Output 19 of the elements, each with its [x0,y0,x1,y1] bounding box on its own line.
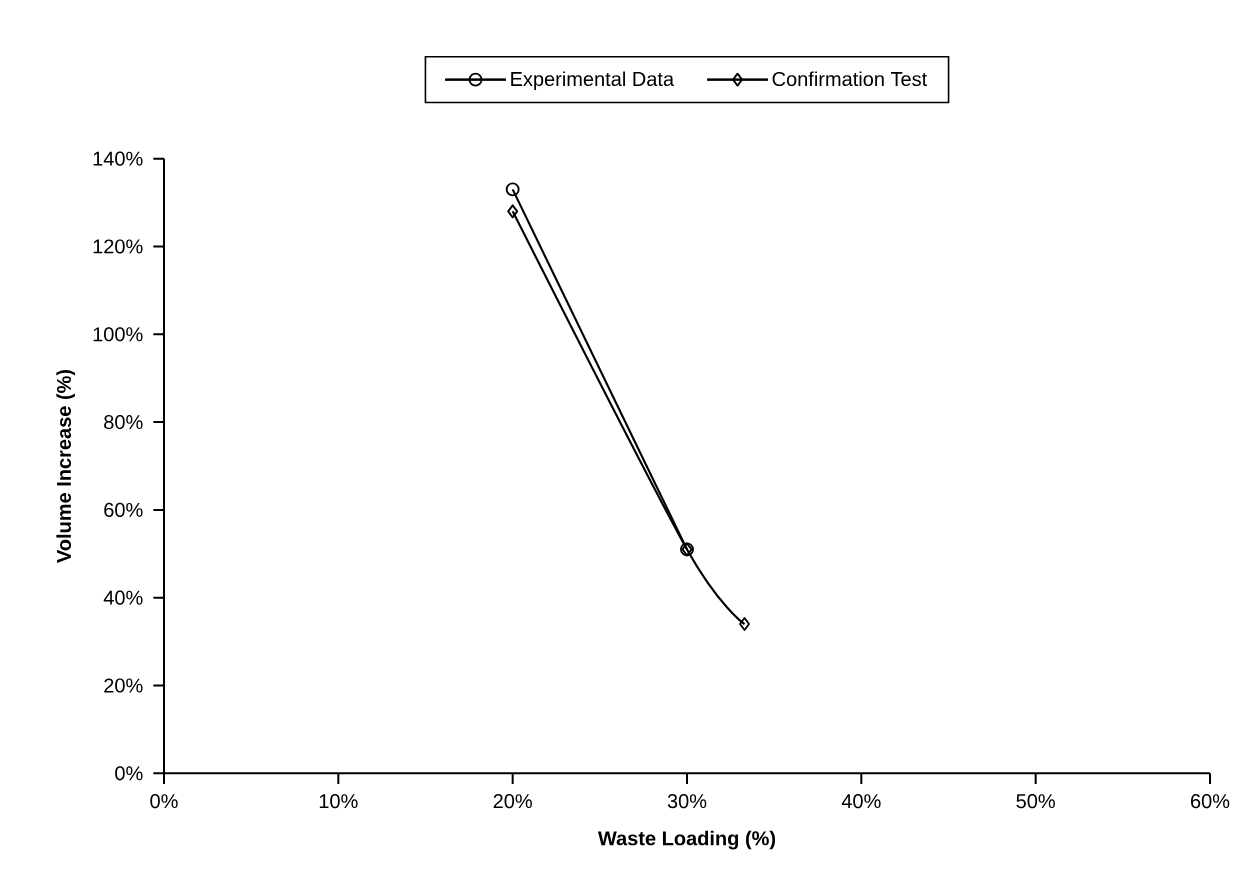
x-axis-title: Waste Loading (%) [597,830,776,850]
x-tick-label: 10% [319,794,358,809]
legend-label: Confirmation Test [772,71,928,87]
y-tick-label: 140% [93,151,143,166]
x-tick-label: 20% [493,794,532,809]
y-tick-label: 120% [93,239,143,254]
x-tick-label: 0% [150,794,178,809]
x-tick-label: 40% [841,794,881,809]
y-tick-label: 80% [104,415,143,430]
y-tick-label: 20% [104,678,143,693]
y-tick-label: 40% [103,590,143,605]
x-tick-label: 50% [1016,794,1055,809]
x-tick-label: 30% [667,794,707,809]
x-tick-label: 60% [1191,794,1230,809]
y-tick-label: 60% [104,502,143,517]
y-tick-label: 100% [93,327,143,342]
y-axis-title: Volume Increase (%) [56,369,75,563]
legend-label: Experimental Data [511,71,675,91]
y-tick-label: 0% [115,766,143,781]
